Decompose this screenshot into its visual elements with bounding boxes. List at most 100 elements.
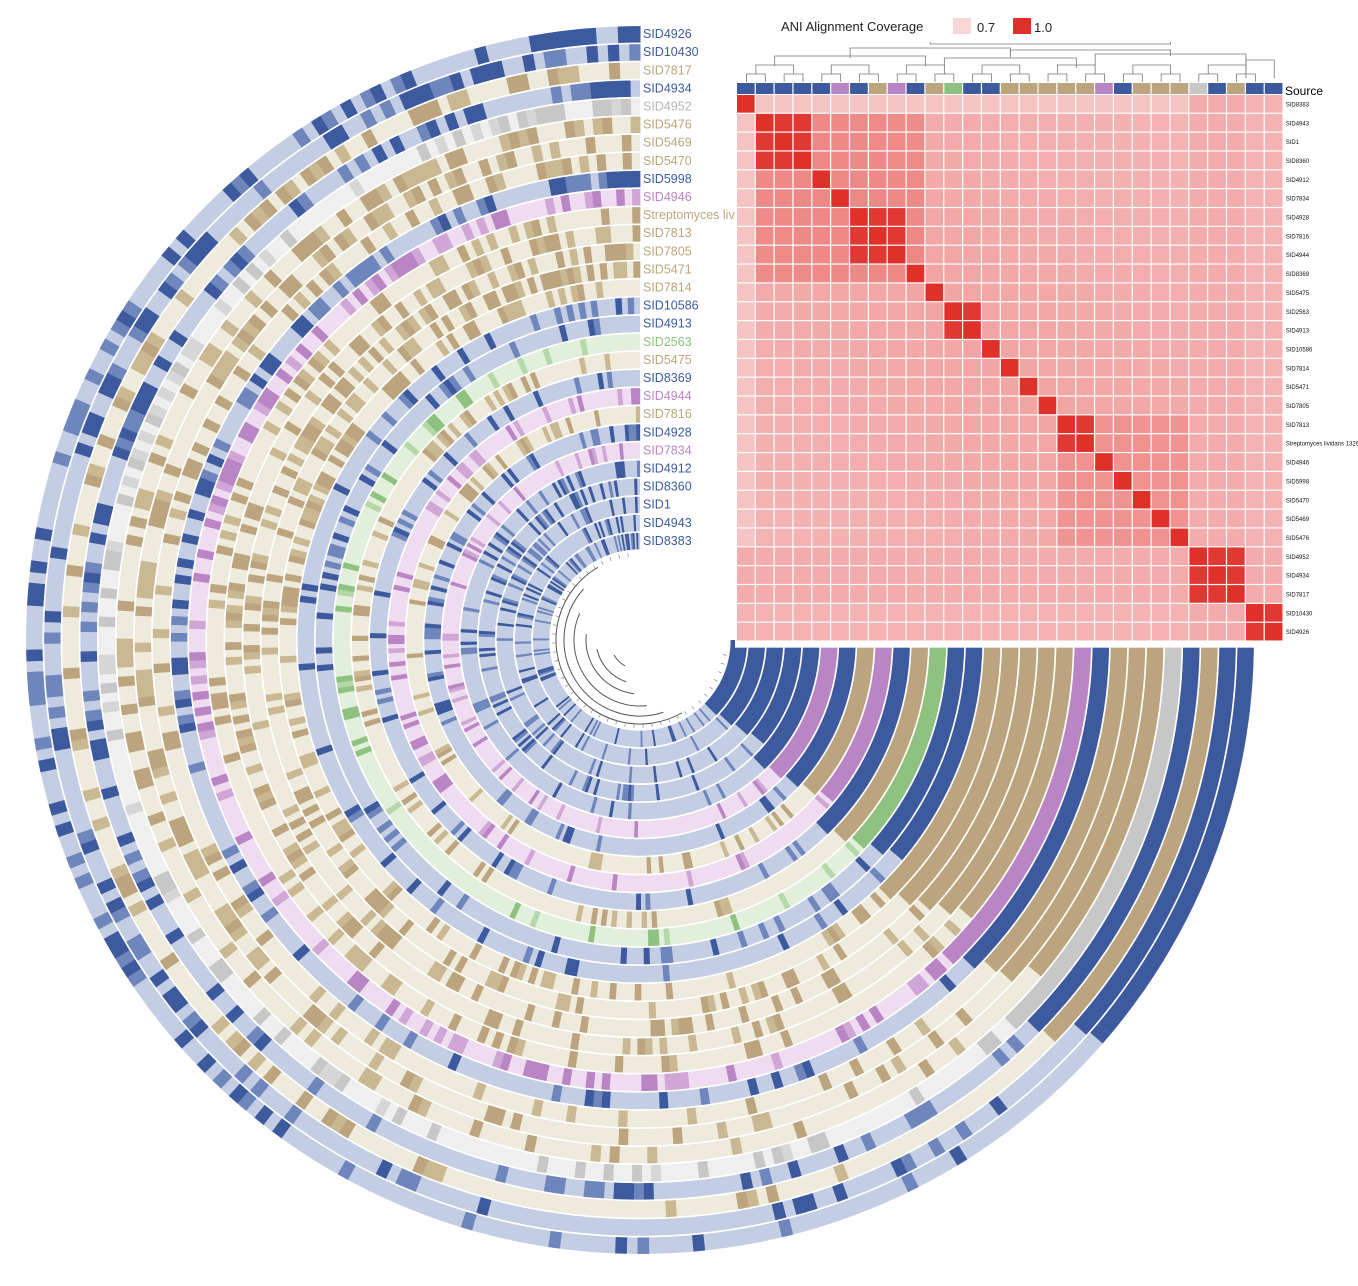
heatmap-cell <box>1095 585 1113 603</box>
heatmap-cell <box>1245 434 1264 452</box>
heatmap-cell <box>906 472 925 490</box>
heatmap-cell <box>1264 264 1283 283</box>
heatmap-cell <box>963 509 981 528</box>
heatmap-cell <box>737 132 755 151</box>
heatmap-cell <box>1076 509 1094 528</box>
heatmap-cell <box>774 358 793 377</box>
heatmap-cell <box>850 208 868 226</box>
heatmap-cell <box>925 434 944 452</box>
heatmap-cell <box>1114 302 1132 320</box>
heatmap-cell <box>1095 434 1113 452</box>
ring-label: SID7816 <box>643 407 692 421</box>
heatmap-cell <box>868 528 887 547</box>
heatmap-cell <box>1019 283 1038 302</box>
heatmap-cell <box>1076 528 1094 547</box>
heatmap-cell <box>831 302 849 320</box>
heatmap-cell <box>1076 547 1094 566</box>
heatmap-cell <box>1264 509 1283 528</box>
heatmap-cell <box>850 566 868 584</box>
heatmap-cell <box>774 208 793 226</box>
heatmap-cell <box>850 528 868 547</box>
heatmap-cell <box>1019 377 1038 396</box>
heatmap-cell <box>850 95 868 113</box>
heatmap-cell <box>755 566 774 584</box>
heatmap-cell <box>1245 283 1264 302</box>
heatmap-cell <box>1057 622 1076 641</box>
heatmap-cell <box>1038 434 1057 452</box>
legend-high-label: 1.0 <box>1034 20 1052 35</box>
heatmap-cell <box>887 226 906 245</box>
heatmap-cell <box>1132 622 1151 641</box>
legend-low-label: 0.7 <box>977 20 995 35</box>
heatmap-cell <box>1245 377 1264 396</box>
heatmap-cell <box>982 603 1000 622</box>
heatmap-cell <box>793 434 812 452</box>
heatmap-cell <box>963 95 981 113</box>
heatmap-cell <box>1038 585 1057 603</box>
heatmap-cell <box>1208 566 1226 584</box>
heatmap-cell <box>1189 170 1208 189</box>
heatmap-cell <box>831 132 849 151</box>
heatmap-cell <box>1000 453 1019 471</box>
heatmap-cell <box>812 226 831 245</box>
heatmap-cell <box>944 245 962 264</box>
heatmap-cell <box>1227 95 1245 113</box>
heatmap-cell <box>906 396 925 415</box>
heatmap-cell <box>1208 283 1226 302</box>
heatmap-cell <box>812 283 831 302</box>
ring-label: SID4946 <box>643 190 692 204</box>
source-cell <box>1038 83 1057 94</box>
heatmap-cell <box>1114 113 1132 132</box>
heatmap-cell <box>812 547 831 566</box>
heatmap-cell <box>1019 358 1038 377</box>
heatmap-cell <box>906 358 925 377</box>
heatmap-cell <box>982 490 1000 509</box>
heatmap-cell <box>1132 208 1151 226</box>
heatmap-cell <box>737 208 755 226</box>
heatmap-cell <box>906 528 925 547</box>
heatmap-cell <box>1132 245 1151 264</box>
heatmap-cell <box>868 95 887 113</box>
heatmap-cell <box>737 415 755 434</box>
ring-sid5998 <box>170 170 1110 1110</box>
heatmap-cell <box>944 113 962 132</box>
heatmap-cell <box>1019 132 1038 151</box>
heatmap-cell <box>1095 113 1113 132</box>
heatmap-cell <box>831 113 849 132</box>
heatmap-cell <box>887 264 906 283</box>
heatmap-cell <box>831 566 849 584</box>
heatmap-cell <box>1038 453 1057 471</box>
heatmap-cell <box>887 396 906 415</box>
ring-label: SID7817 <box>643 63 692 77</box>
heatmap-cell <box>812 453 831 471</box>
heatmap-row-label: SID4944 <box>1286 253 1310 259</box>
ring-label: SID7805 <box>643 244 692 258</box>
heatmap-cell <box>1170 528 1189 547</box>
heatmap-cell <box>1114 453 1132 471</box>
heatmap-cell <box>1095 603 1113 622</box>
heatmap-cell <box>793 585 812 603</box>
heatmap-cell <box>1264 132 1283 151</box>
heatmap-cell <box>887 472 906 490</box>
heatmap-cell <box>1151 151 1170 170</box>
heatmap-cell <box>1114 245 1132 264</box>
heatmap-cell <box>1114 585 1132 603</box>
heatmap-row-label: SID4946 <box>1286 461 1310 467</box>
heatmap-cell <box>1227 208 1245 226</box>
ring-label: SID4928 <box>643 425 692 439</box>
heatmap-cell <box>1019 321 1038 339</box>
heatmap-row-label: SID5470 <box>1286 498 1310 504</box>
source-cell <box>774 83 793 94</box>
heatmap-cell <box>1057 434 1076 452</box>
heatmap-cell <box>925 113 944 132</box>
heatmap-cell <box>1132 321 1151 339</box>
heatmap-cell <box>868 472 887 490</box>
heatmap-cell <box>906 340 925 358</box>
heatmap-cell <box>1227 377 1245 396</box>
heatmap-cell <box>812 415 831 434</box>
heatmap-cell <box>944 340 962 358</box>
heatmap-cell <box>1000 415 1019 434</box>
heatmap-cell <box>1264 434 1283 452</box>
heatmap-cell <box>1038 396 1057 415</box>
heatmap-cell <box>1151 528 1170 547</box>
